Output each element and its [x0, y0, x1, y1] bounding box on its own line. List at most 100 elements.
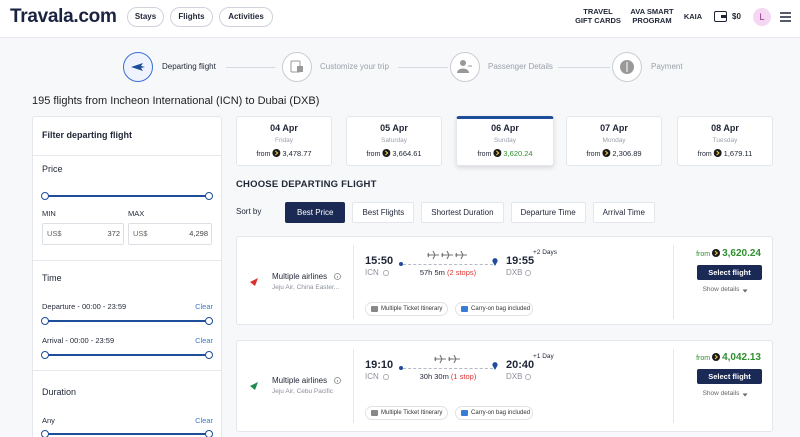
- from-label: from: [477, 151, 492, 158]
- sort-button[interactable]: Best Price: [285, 202, 346, 223]
- step-circle: [450, 52, 480, 82]
- step-connector: [558, 67, 610, 68]
- slider-knob[interactable]: [41, 430, 49, 437]
- operators: Jeju Air, China Easter...: [272, 283, 340, 291]
- balance: $0: [732, 11, 741, 21]
- slider-knob[interactable]: [41, 351, 49, 359]
- wallet-icon: [714, 11, 727, 22]
- step-label: Payment: [651, 61, 683, 71]
- date-label: 08 Apr: [711, 123, 739, 134]
- date-price: from 3,664.61: [366, 148, 422, 161]
- date-card[interactable]: [677, 116, 773, 166]
- stop-planes: [427, 250, 467, 260]
- stops: (2 stops): [446, 268, 477, 277]
- route-line: [403, 368, 493, 369]
- coin-icon: [713, 149, 722, 157]
- sort-button[interactable]: Shortest Duration: [421, 202, 504, 223]
- logo[interactable]: Travala.com: [10, 5, 117, 27]
- nav-pill[interactable]: Stays: [127, 7, 164, 27]
- results-title: 195 flights from Incheon International (…: [32, 94, 320, 107]
- header-link: GIFT CARDS: [575, 16, 621, 26]
- day-label: Friday: [274, 136, 294, 144]
- nav-pill[interactable]: Activities: [219, 7, 273, 27]
- step-label: Customize your trip: [320, 61, 389, 71]
- select-button[interactable]: Select flight: [697, 369, 762, 384]
- slider-knob[interactable]: [205, 430, 213, 437]
- tag: Multiple Ticket Itinerary: [365, 302, 448, 316]
- step-icon: [457, 60, 472, 73]
- route-line: [403, 264, 493, 265]
- day-offset: +2 Days: [533, 248, 558, 256]
- slider-knob[interactable]: [205, 317, 213, 325]
- show-details[interactable]: Show details: [703, 286, 748, 294]
- duration-label: Duration: [42, 387, 77, 398]
- nav-pill[interactable]: Flights: [170, 7, 213, 27]
- slider-knob[interactable]: [41, 317, 49, 325]
- header-link: PROGRAM: [632, 16, 672, 26]
- route-start: [399, 262, 403, 266]
- day-label: Saturday: [380, 136, 408, 144]
- info-icon: [334, 273, 341, 280]
- date-card[interactable]: [236, 116, 332, 166]
- day-offset: +1 Day: [533, 352, 554, 360]
- divider: [33, 370, 221, 371]
- arrival-time: 19:55: [506, 254, 535, 267]
- date-card[interactable]: [566, 116, 662, 166]
- step-icon: [290, 60, 303, 73]
- arrival-code: DXB: [506, 371, 523, 381]
- flight-card: Multiple airlines Jeju Air, Cebu Pacific 1…: [236, 340, 773, 432]
- slider-knob[interactable]: [41, 192, 49, 200]
- sort-button[interactable]: Best Flights: [352, 202, 415, 223]
- slider-track: [45, 354, 209, 356]
- clock-icon: [383, 270, 389, 276]
- from-label: from: [586, 151, 601, 158]
- date-label: 05 Apr: [380, 123, 408, 134]
- show-details[interactable]: Show details: [703, 390, 748, 398]
- tag-icon: [461, 410, 468, 416]
- day-label: Monday: [602, 136, 626, 144]
- duration: 30h 30m (1 stop): [420, 371, 477, 383]
- sort-button[interactable]: Departure Time: [510, 202, 586, 223]
- select-button[interactable]: Select flight: [697, 265, 762, 280]
- price-input[interactable]: [42, 223, 124, 245]
- section-heading: CHOOSE DEPARTING FLIGHT: [236, 178, 377, 190]
- price-input[interactable]: [128, 223, 212, 245]
- flight-card: Multiple airlines Jeju Air, China Easter.…: [236, 236, 773, 325]
- divider: [673, 245, 674, 319]
- date-label: 06 Apr: [491, 123, 519, 134]
- operators: Jeju Air, Cebu Pacific: [272, 387, 334, 395]
- sort-label: Sort by: [236, 206, 262, 216]
- max-label: MAX: [128, 209, 145, 219]
- coin-icon: [272, 149, 281, 157]
- clock-icon: [525, 270, 531, 276]
- caret-icon: [742, 393, 748, 397]
- filter-title: Filter departing flight: [42, 130, 132, 141]
- divider: [353, 349, 354, 423]
- from-label: from: [366, 151, 381, 158]
- clear-link[interactable]: Clear: [195, 336, 213, 346]
- date-card[interactable]: [456, 116, 554, 166]
- price: 4,042.13: [722, 352, 761, 363]
- price: 3,664.61: [392, 149, 422, 158]
- from-label: from: [696, 251, 711, 258]
- header-link: TRAVEL: [583, 7, 613, 17]
- departure-time: 19:10: [365, 358, 394, 371]
- slider-knob[interactable]: [205, 192, 213, 200]
- clock-icon: [383, 374, 389, 380]
- clear-link[interactable]: Clear: [195, 416, 213, 426]
- date-price: from 3,620.24: [477, 148, 533, 161]
- slider-knob[interactable]: [205, 351, 213, 359]
- tag: Multiple Ticket Itinerary: [365, 406, 448, 420]
- day-label: Sunday: [493, 136, 517, 144]
- stop-planes: [434, 354, 460, 364]
- divider: [33, 155, 221, 156]
- duration-time: 30h 30m: [419, 372, 449, 381]
- coin-icon: [712, 353, 721, 361]
- clear-link[interactable]: Clear: [195, 302, 213, 312]
- currency-label: US$: [133, 229, 148, 239]
- date-price: from 3,478.77: [256, 148, 312, 161]
- date-card[interactable]: [346, 116, 442, 166]
- avatar[interactable]: L: [753, 8, 771, 26]
- sort-button[interactable]: Arrival Time: [592, 202, 655, 223]
